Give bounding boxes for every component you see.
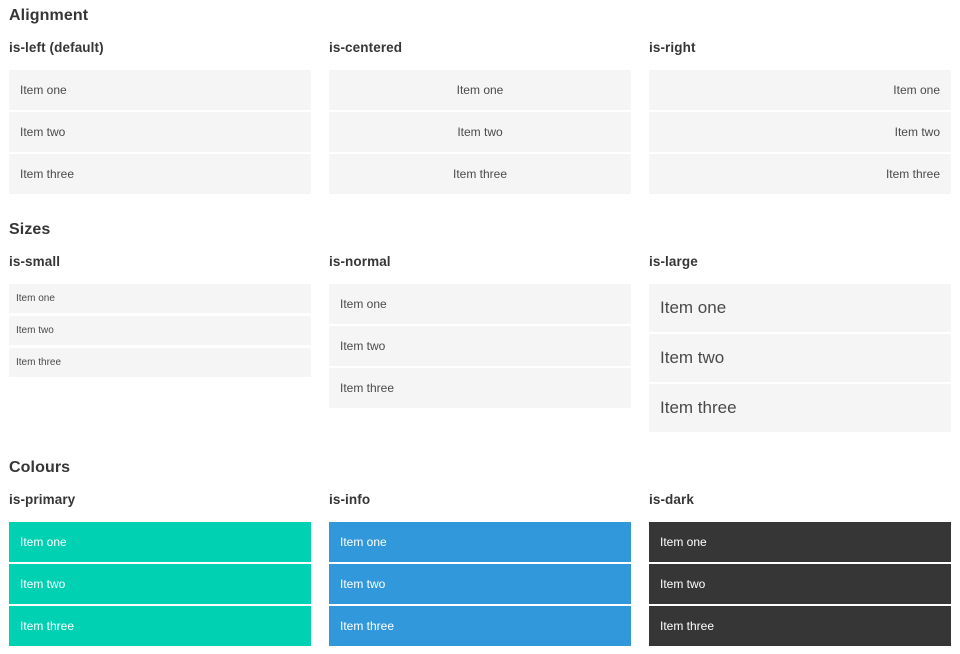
list-item[interactable]: Item three: [329, 606, 631, 646]
list-item[interactable]: Item three: [9, 606, 311, 646]
section-title: Colours: [9, 459, 71, 476]
group-label: is-normal: [329, 254, 391, 269]
list-item[interactable]: Item one: [329, 284, 631, 324]
list-item[interactable]: Item three: [649, 384, 951, 432]
group-align-left: is-left (default) Item one Item two Item t…: [9, 40, 311, 196]
style-guide-page: Alignment is-left (default) Item one Item…: [9, 6, 951, 648]
group-size-small: is-small Item one Item two Item three: [9, 254, 311, 380]
group-label: is-centered: [329, 40, 403, 55]
list-item[interactable]: Item two: [9, 316, 311, 345]
list-item[interactable]: Item two: [329, 564, 631, 604]
list-item[interactable]: Item three: [9, 154, 311, 194]
group-align-right: is-right Item one Item two Item three: [649, 40, 951, 196]
section-groups: is-left (default) Item one Item two Item t…: [9, 40, 951, 196]
item-list: Item one Item two Item three: [9, 522, 311, 646]
list-item[interactable]: Item one: [649, 522, 951, 562]
list-item[interactable]: Item three: [649, 154, 951, 194]
section-title: Sizes: [9, 221, 51, 238]
group-label: is-left (default): [9, 40, 104, 55]
list-item[interactable]: Item one: [9, 522, 311, 562]
list-item[interactable]: Item three: [649, 606, 951, 646]
group-label: is-right: [649, 40, 696, 55]
section-alignment: Alignment is-left (default) Item one Item…: [9, 6, 951, 196]
group-label: is-large: [649, 254, 698, 269]
item-list: Item one Item two Item three: [329, 284, 631, 408]
section-groups: is-small Item one Item two Item three is-n…: [9, 254, 951, 434]
item-list: Item one Item two Item three: [649, 284, 951, 432]
list-item[interactable]: Item one: [9, 284, 311, 313]
list-item[interactable]: Item two: [9, 564, 311, 604]
group-color-primary: is-primary Item one Item two Item three: [9, 492, 311, 648]
list-item[interactable]: Item one: [329, 522, 631, 562]
item-list: Item one Item two Item three: [329, 522, 631, 646]
item-list: Item one Item two Item three: [649, 70, 951, 194]
section-groups: is-primary Item one Item two Item three is…: [9, 492, 951, 648]
list-item[interactable]: Item one: [9, 70, 311, 110]
section-sizes: Sizes is-small Item one Item two Item thre…: [9, 220, 951, 434]
group-size-normal: is-normal Item one Item two Item three: [329, 254, 631, 410]
list-item[interactable]: Item three: [9, 348, 311, 377]
list-item[interactable]: Item three: [329, 154, 631, 194]
list-item[interactable]: Item one: [649, 284, 951, 332]
list-item[interactable]: Item two: [649, 112, 951, 152]
list-item[interactable]: Item two: [329, 112, 631, 152]
list-item[interactable]: Item one: [329, 70, 631, 110]
list-item[interactable]: Item two: [649, 334, 951, 382]
section-title: Alignment: [9, 7, 89, 24]
group-size-large: is-large Item one Item two Item three: [649, 254, 951, 434]
item-list: Item one Item two Item three: [9, 70, 311, 194]
list-item[interactable]: Item two: [329, 326, 631, 366]
item-list: Item one Item two Item three: [329, 70, 631, 194]
list-item[interactable]: Item one: [649, 70, 951, 110]
group-label: is-dark: [649, 492, 694, 507]
group-align-center: is-centered Item one Item two Item three: [329, 40, 631, 196]
group-label: is-primary: [9, 492, 76, 507]
group-label: is-small: [9, 254, 61, 269]
item-list: Item one Item two Item three: [649, 522, 951, 646]
list-item[interactable]: Item two: [9, 112, 311, 152]
section-colours: Colours is-primary Item one Item two Item …: [9, 458, 951, 648]
item-list: Item one Item two Item three: [9, 284, 311, 377]
list-item[interactable]: Item three: [329, 368, 631, 408]
group-label: is-info: [329, 492, 371, 507]
list-item[interactable]: Item two: [649, 564, 951, 604]
group-color-info: is-info Item one Item two Item three: [329, 492, 631, 648]
group-color-dark: is-dark Item one Item two Item three: [649, 492, 951, 648]
